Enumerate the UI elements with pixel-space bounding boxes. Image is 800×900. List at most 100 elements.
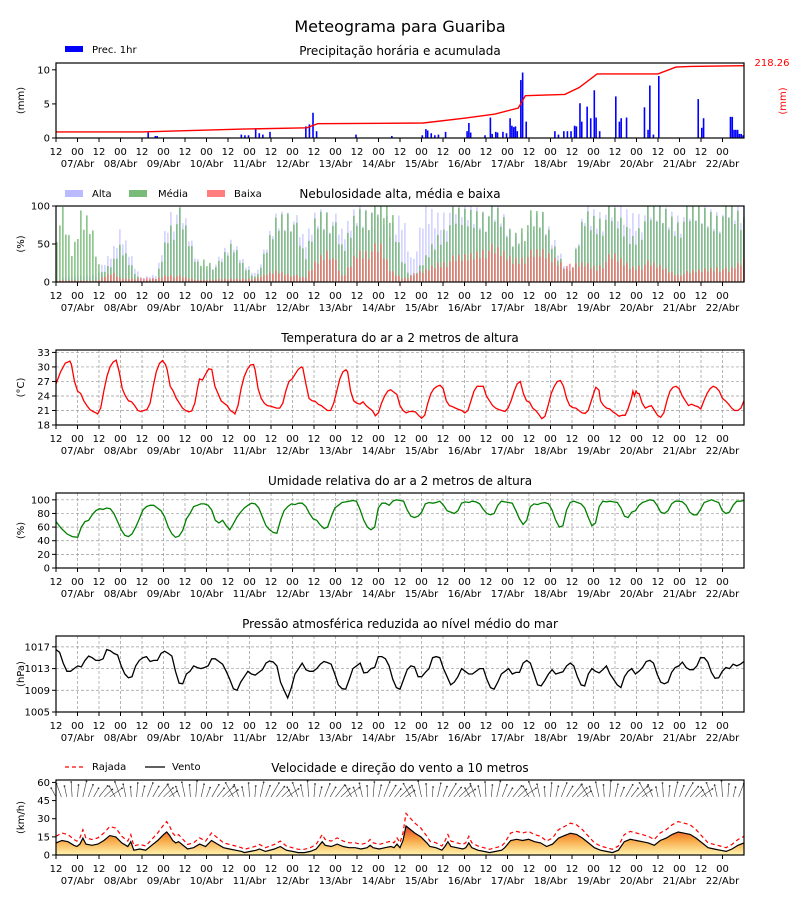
wind-arrow	[248, 782, 250, 797]
wind-arrow-head	[676, 781, 679, 784]
cloud-bar-baixa	[350, 266, 352, 282]
cloud-bar-baixa	[677, 274, 679, 282]
cloud-bar-baixa	[383, 258, 385, 282]
x-tick-label: 12	[523, 147, 536, 158]
cloud-bar-baixa	[554, 257, 556, 282]
cloud-bar-media	[107, 265, 109, 282]
cloud-bar-media	[203, 259, 205, 282]
precip-bar	[421, 135, 424, 138]
x-day-label: 19/Abr	[577, 159, 611, 170]
x-day-label: 08/Abr	[104, 303, 138, 314]
cloud-bar-baixa	[644, 264, 646, 282]
wind-arrow	[265, 785, 271, 798]
wind-arrow	[222, 786, 234, 798]
cloud-bar-media	[440, 244, 442, 282]
x-day-label: 13/Abr	[319, 733, 353, 744]
cloud-bar-baixa	[266, 275, 268, 282]
wind-arrow-head	[522, 785, 525, 788]
wind-arrow	[721, 780, 723, 797]
wind-arrow-head	[585, 787, 588, 789]
x-tick-label: 00	[673, 434, 686, 445]
x-tick-label: 00	[329, 291, 342, 302]
x-tick-label: 00	[329, 864, 342, 875]
precip-bar	[575, 126, 578, 138]
wind-arrow	[82, 781, 87, 798]
x-tick-label: 12	[222, 721, 235, 732]
x-tick-label: 00	[630, 864, 643, 875]
wind-arrow-head	[217, 783, 220, 786]
cloud-bar-media	[341, 244, 343, 282]
precip-bar	[647, 129, 649, 138]
x-tick-label: 00	[415, 147, 428, 158]
cloud-bar-media	[494, 221, 496, 282]
x-day-label: 21/Abr	[663, 446, 697, 457]
cloud-bar-media	[620, 217, 622, 282]
wind-arrow	[668, 785, 670, 797]
cloud-bar-baixa	[722, 269, 724, 282]
x-tick-label: 00	[544, 721, 557, 732]
cloud-bar-baixa	[137, 278, 139, 282]
cloud-bar-media	[632, 236, 634, 282]
cloud-bar-media	[485, 231, 487, 282]
cloud-bar-media	[365, 210, 367, 282]
cloud-bar-media	[158, 268, 160, 282]
precip-bar	[738, 133, 741, 138]
wind-arrow	[114, 781, 121, 798]
wind-arrow-head	[661, 782, 664, 784]
cloud-bar-baixa	[71, 280, 73, 282]
cloud-bar-media	[278, 230, 280, 282]
wind-arrow-head	[299, 784, 302, 787]
x-tick-label: 12	[50, 147, 63, 158]
cloud-bar-media	[509, 229, 511, 282]
cloud-bar-baixa	[404, 277, 406, 282]
x-tick-label: 12	[394, 864, 407, 875]
wind-arrow	[522, 786, 530, 798]
wind-arrow	[227, 789, 238, 798]
x-tick-label: 00	[415, 721, 428, 732]
panel-title: Umidade relativa do ar a 2 metros de alt…	[268, 474, 532, 488]
wind-arrow-head	[283, 785, 286, 788]
cloud-bar-media	[587, 211, 589, 282]
cloud-bar-media	[713, 231, 715, 282]
cloud-bar-baixa	[140, 277, 142, 282]
x-tick-label: 00	[157, 291, 170, 302]
precip-bar	[444, 131, 447, 138]
x-day-label: 14/Abr	[362, 876, 396, 887]
cloud-bar-baixa	[728, 271, 730, 282]
wind-arrow-head	[650, 789, 653, 791]
cloud-bar-baixa	[485, 258, 487, 282]
wind-arrow	[50, 788, 57, 798]
cloud-bar-media	[434, 249, 436, 282]
cloud-bar-media	[458, 207, 460, 282]
x-day-label: 16/Abr	[448, 589, 482, 600]
cloud-bar-baixa	[467, 260, 469, 282]
precip-bar	[494, 131, 497, 138]
cloud-bar-media	[311, 241, 313, 282]
wind-line	[55, 824, 745, 854]
x-tick-label: 12	[394, 147, 407, 158]
precip-bar	[254, 128, 257, 138]
precip-bar	[595, 117, 597, 138]
cloud-bar-alta	[428, 224, 430, 282]
wind-arrow	[536, 784, 541, 797]
cloud-bar-baixa	[464, 254, 466, 282]
wind-arrow-head	[525, 788, 528, 791]
precip-bar	[615, 96, 617, 138]
cloud-bar-baixa	[641, 269, 643, 282]
cloud-bar-baixa	[98, 279, 100, 282]
cloud-bar-baixa	[131, 278, 133, 282]
cloud-bar-media	[173, 239, 175, 282]
wind-arrow	[550, 782, 552, 797]
x-tick-label: 12	[136, 721, 149, 732]
wind-arrow-head	[469, 782, 472, 785]
cloud-bar-baixa	[626, 262, 628, 282]
cloud-bar-baixa	[647, 260, 649, 282]
cloud-bar-baixa	[710, 267, 712, 282]
wind-arrow-head	[106, 785, 109, 787]
y-tick-label: 27	[37, 377, 50, 388]
wind-arrow	[577, 787, 587, 798]
x-tick-label: 00	[587, 577, 600, 588]
x-day-label: 12/Abr	[276, 733, 310, 744]
cloud-bar-baixa	[716, 267, 718, 282]
cloud-bar-media	[740, 230, 742, 282]
